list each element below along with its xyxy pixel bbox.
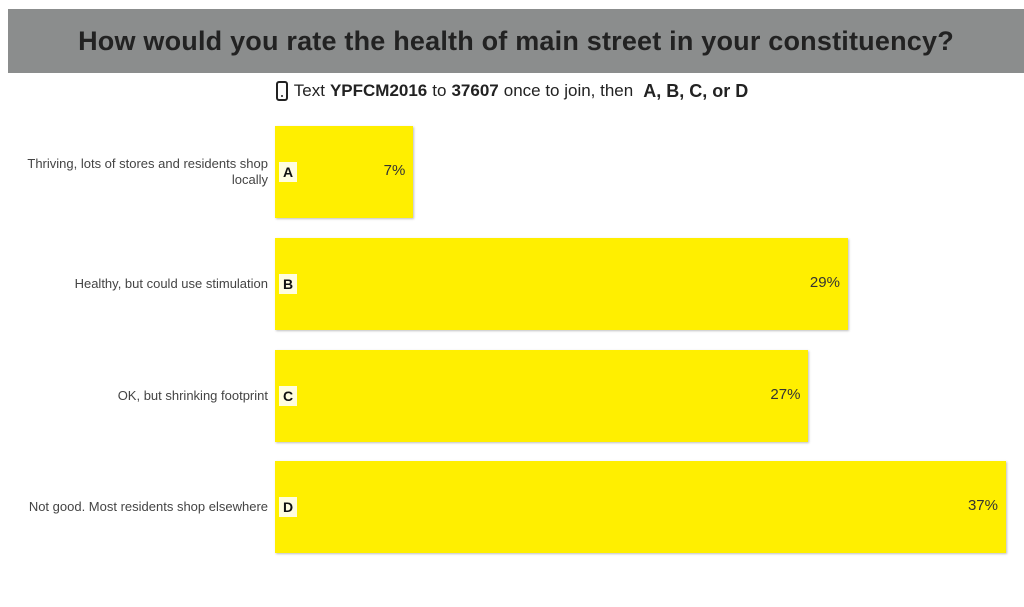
value-label: 7% [383, 162, 406, 179]
category-label: Thriving, lots of stores and residents s… [27, 156, 268, 187]
instructions-prefix: Text [293, 81, 325, 100]
value-label: 27% [770, 386, 801, 403]
option-letter: B [279, 274, 297, 294]
option-letter: C [279, 386, 297, 406]
value-label: 37% [967, 497, 998, 514]
category-label: Healthy, but could use stimulation [74, 276, 268, 291]
bar-a [275, 126, 414, 218]
header-banner: How would you rate the health of main st… [8, 9, 1024, 73]
value-label: 29% [809, 274, 840, 291]
instructions-options: A, B, C, or D [643, 80, 749, 101]
category-label: OK, but shrinking footprint [117, 388, 268, 403]
option-letter: A [279, 162, 297, 182]
bar-b [275, 238, 848, 330]
join-instructions: Text YPFCM2016 to 37607 once to join, th… [0, 77, 1024, 105]
instructions-number: 37607 [451, 81, 499, 100]
option-letter: D [279, 497, 297, 517]
page-title: How would you rate the health of main st… [78, 25, 954, 56]
category-label: Not good. Most residents shop elsewhere [28, 499, 268, 514]
instructions-keyword: YPFCM2016 [329, 81, 428, 100]
instructions-suffix: once to join, then [503, 81, 634, 100]
bar-c [275, 350, 809, 442]
bar-d [275, 461, 1006, 553]
phone-icon [275, 81, 288, 101]
instructions-middle: to [432, 81, 447, 100]
